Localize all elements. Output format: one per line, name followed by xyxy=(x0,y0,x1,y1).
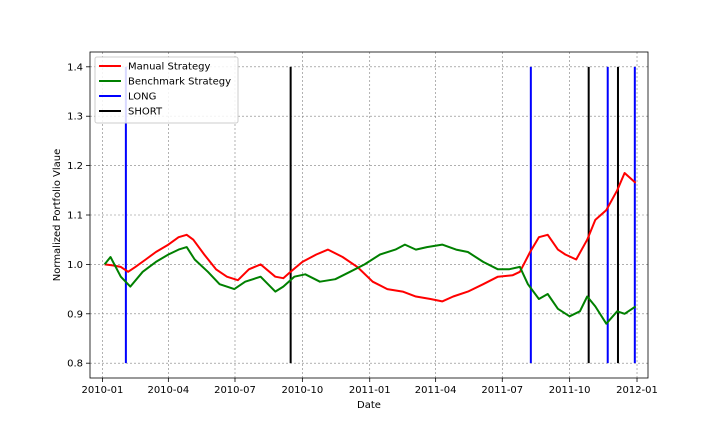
legend-box xyxy=(94,56,239,124)
x-tick-label: 2011-01 xyxy=(349,385,391,396)
y-tick-label: 0.8 xyxy=(67,359,83,370)
data-series xyxy=(103,172,637,325)
y-axis-ticks: 0.8 0.9 1.0 1.1 1.2 1.3 1.4 xyxy=(67,62,90,370)
y-tick-label: 1.0 xyxy=(67,260,83,271)
y-axis-label: Normalized Portfolio Vlaue xyxy=(52,149,63,281)
x-tick-label: 2011-04 xyxy=(415,385,457,396)
y-tick-label: 1.3 xyxy=(67,112,83,123)
legend-label-short: SHORT xyxy=(128,107,163,118)
x-tick-label: 2010-07 xyxy=(214,385,256,396)
y-tick-label: 1.4 xyxy=(67,62,83,73)
x-tick-label: 2011-10 xyxy=(549,385,591,396)
benchmark-strategy-line xyxy=(103,243,637,325)
legend-label-benchmark-strategy: Benchmark Strategy xyxy=(128,77,231,88)
x-tick-label: 2010-01 xyxy=(82,385,124,396)
x-tick-label: 2011-07 xyxy=(481,385,523,396)
x-axis-ticks: 2010-01 2010-04 2010-07 2010-10 2011-01 2011-… xyxy=(82,378,658,396)
x-tick-label: 2010-04 xyxy=(147,385,189,396)
x-axis-label: Date xyxy=(357,400,381,411)
legend-label-long: LONG xyxy=(128,92,156,103)
legend: Manual Strategy Benchmark Strategy LONG SHO… xyxy=(94,56,239,124)
manual-strategy-line xyxy=(104,172,637,303)
legend-label-manual-strategy: Manual Strategy xyxy=(128,62,210,73)
y-tick-label: 0.9 xyxy=(67,309,83,320)
x-tick-label: 2012-01 xyxy=(616,385,658,396)
x-tick-label: 2010-10 xyxy=(281,385,323,396)
y-tick-label: 1.2 xyxy=(67,161,83,172)
y-tick-label: 1.1 xyxy=(67,211,83,222)
